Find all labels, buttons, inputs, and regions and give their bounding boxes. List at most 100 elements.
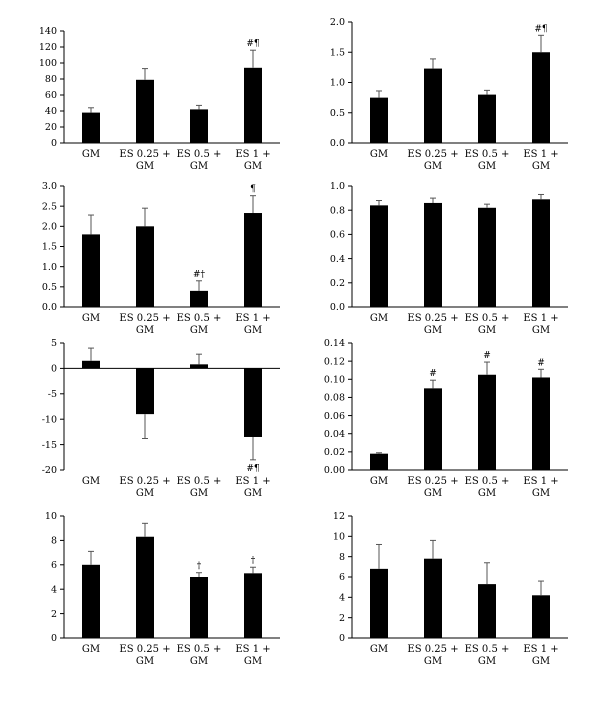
bar (244, 573, 262, 638)
category-label: GM (424, 161, 442, 172)
bar (370, 205, 388, 307)
y-tick-label: 0.6 (330, 230, 345, 241)
category-label: GM (478, 325, 496, 336)
y-tick-label: 0.0 (330, 138, 345, 149)
bar (244, 368, 262, 437)
y-tick-label: 60 (45, 90, 57, 101)
significance-label: #¶ (246, 464, 260, 474)
chart-panel-3: 0.00.51.01.52.02.53.0GM ES 0.25 +GM#†ES 0… (42, 181, 280, 336)
bar (532, 377, 550, 470)
category-label: GM (190, 161, 208, 172)
y-tick-label: 10 (45, 511, 57, 522)
category-label: GM (424, 488, 442, 499)
y-tick-label: 1.0 (330, 181, 345, 192)
y-tick-label: 1.0 (330, 78, 345, 89)
category-label: GM (478, 161, 496, 172)
y-tick-label: 0.5 (330, 108, 345, 119)
category-label: ES 0.25 + (119, 149, 170, 160)
y-tick-label: 1.5 (330, 47, 345, 58)
category-label: GM (370, 149, 388, 160)
bar (82, 564, 100, 638)
y-tick-label: 0.08 (324, 393, 345, 404)
y-tick-label: 12 (333, 511, 345, 522)
y-tick-label: 0.4 (330, 254, 345, 265)
category-label: ES 0.25 + (119, 313, 170, 324)
y-tick-label: 1.5 (42, 242, 57, 253)
y-tick-label: 4 (339, 593, 345, 604)
category-label: GM (190, 325, 208, 336)
y-tick-label: 4 (51, 584, 57, 595)
y-tick-label: 0.02 (324, 447, 345, 458)
significance-label: # (483, 351, 491, 361)
y-tick-label: 8 (339, 552, 345, 563)
category-label: GM (370, 644, 388, 655)
bar (190, 577, 208, 638)
category-label: ES 1 + (235, 313, 270, 324)
bar (424, 388, 442, 470)
category-label: ES 0.25 + (407, 313, 458, 324)
y-tick-label: 5 (51, 338, 57, 349)
y-tick-label: 0.04 (324, 429, 345, 440)
bar (424, 68, 442, 143)
category-label: GM (244, 325, 262, 336)
bar (82, 112, 100, 143)
y-tick-label: 0.8 (330, 205, 345, 216)
category-label: ES 1 + (235, 149, 270, 160)
bar (190, 290, 208, 307)
category-label: ES 0.25 + (407, 476, 458, 487)
bar (190, 364, 208, 369)
bar (532, 595, 550, 638)
bar (244, 67, 262, 143)
y-tick-label: 2.0 (42, 222, 57, 233)
category-label: GM (424, 325, 442, 336)
category-label: ES 0.25 + (407, 644, 458, 655)
significance-label: ¶ (250, 185, 256, 195)
category-label: ES 0.25 + (119, 476, 170, 487)
y-tick-label: 0.10 (324, 374, 345, 385)
category-label: ES 1 + (523, 476, 558, 487)
category-label: ES 0.5 + (465, 149, 510, 160)
bar (424, 558, 442, 638)
bar (82, 234, 100, 307)
y-tick-label: 2.0 (330, 17, 345, 28)
significance-label: † (197, 562, 202, 572)
significance-label: #¶ (246, 39, 260, 49)
significance-label: † (251, 556, 256, 566)
bar (478, 207, 496, 307)
bar (136, 368, 154, 415)
bar (370, 568, 388, 638)
y-tick-label: 0.12 (324, 356, 345, 367)
category-label: GM (532, 161, 550, 172)
y-tick-label: 0.2 (330, 278, 345, 289)
significance-label: # (429, 369, 437, 379)
significance-label: # (537, 358, 545, 368)
category-label: GM (82, 476, 100, 487)
category-label: GM (82, 313, 100, 324)
y-tick-label: 2.5 (42, 201, 57, 212)
y-tick-label: 0.14 (324, 338, 345, 349)
category-label: GM (82, 149, 100, 160)
bar (478, 94, 496, 143)
category-label: ES 0.5 + (177, 313, 222, 324)
y-tick-label: 0.5 (42, 282, 57, 293)
category-label: GM (136, 161, 154, 172)
category-label: GM (136, 656, 154, 667)
y-tick-label: 6 (339, 572, 345, 583)
bar (424, 202, 442, 307)
category-label: ES 0.25 + (407, 149, 458, 160)
category-label: GM (478, 488, 496, 499)
bar (244, 213, 262, 307)
y-tick-label: 2 (339, 613, 345, 624)
category-label: ES 0.5 + (177, 644, 222, 655)
y-tick-label: 80 (45, 74, 57, 85)
y-tick-label: 120 (39, 42, 57, 53)
y-tick-label: 0.0 (330, 302, 345, 313)
category-label: ES 1 + (523, 644, 558, 655)
chart-panel-6: 0.00 0.02 0.04 0.06 0.08 0.10 0.12 0.14 GM # ES 0.… (324, 338, 568, 499)
category-label: ES 1 + (523, 149, 558, 160)
bar (478, 374, 496, 470)
